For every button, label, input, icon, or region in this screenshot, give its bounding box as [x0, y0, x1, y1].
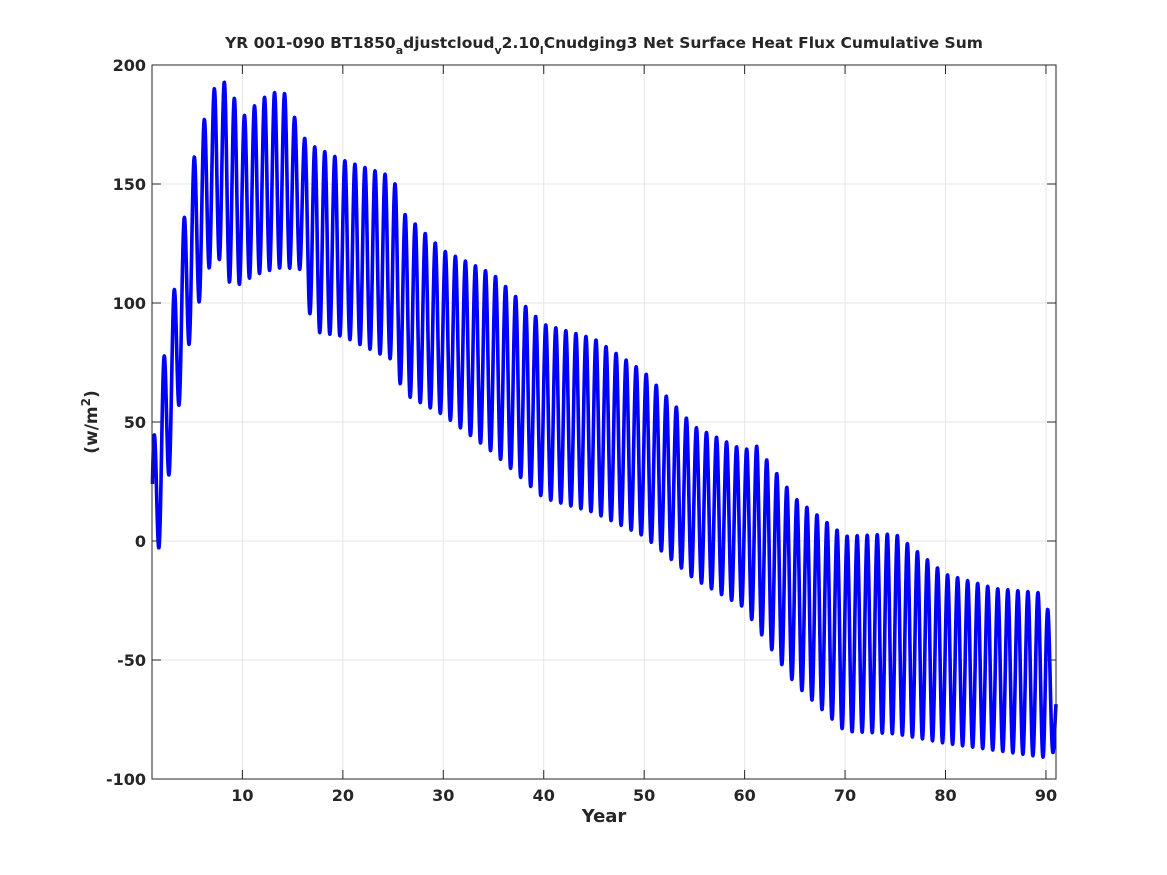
x-tick-label: 50: [633, 786, 655, 805]
x-tick-label: 90: [1035, 786, 1057, 805]
x-tick-label: 40: [533, 786, 555, 805]
plot-series: [150, 80, 1058, 759]
y-tick-label: 0: [135, 532, 146, 551]
y-tick-label: 200: [113, 56, 146, 75]
x-axis-label: Year: [581, 806, 627, 827]
x-tick-label: 10: [231, 786, 253, 805]
x-tick-label: 30: [432, 786, 454, 805]
axis-ticks: [152, 64, 1056, 780]
chart-title: YR 001-090 BT1850adjustcloudv2.10lCnudgi…: [224, 34, 983, 57]
y-tick-labels: -100 -50 0 50 100 150 200: [106, 56, 146, 789]
x-tick-label: 60: [733, 786, 755, 805]
y-tick-label: -50: [117, 651, 146, 670]
x-tick-label: 20: [332, 786, 354, 805]
x-tick-labels: 10 20 30 40 50 60 70 80 90: [231, 786, 1057, 805]
y-tick-label: -100: [106, 770, 146, 789]
y-tick-label: 50: [124, 413, 146, 432]
series-line: [150, 80, 1058, 759]
y-tick-label: 150: [113, 175, 146, 194]
x-tick-label: 80: [934, 786, 956, 805]
x-tick-label: 70: [834, 786, 856, 805]
y-tick-label: 100: [113, 294, 146, 313]
y-axis-label: (w/m2): [79, 390, 102, 454]
